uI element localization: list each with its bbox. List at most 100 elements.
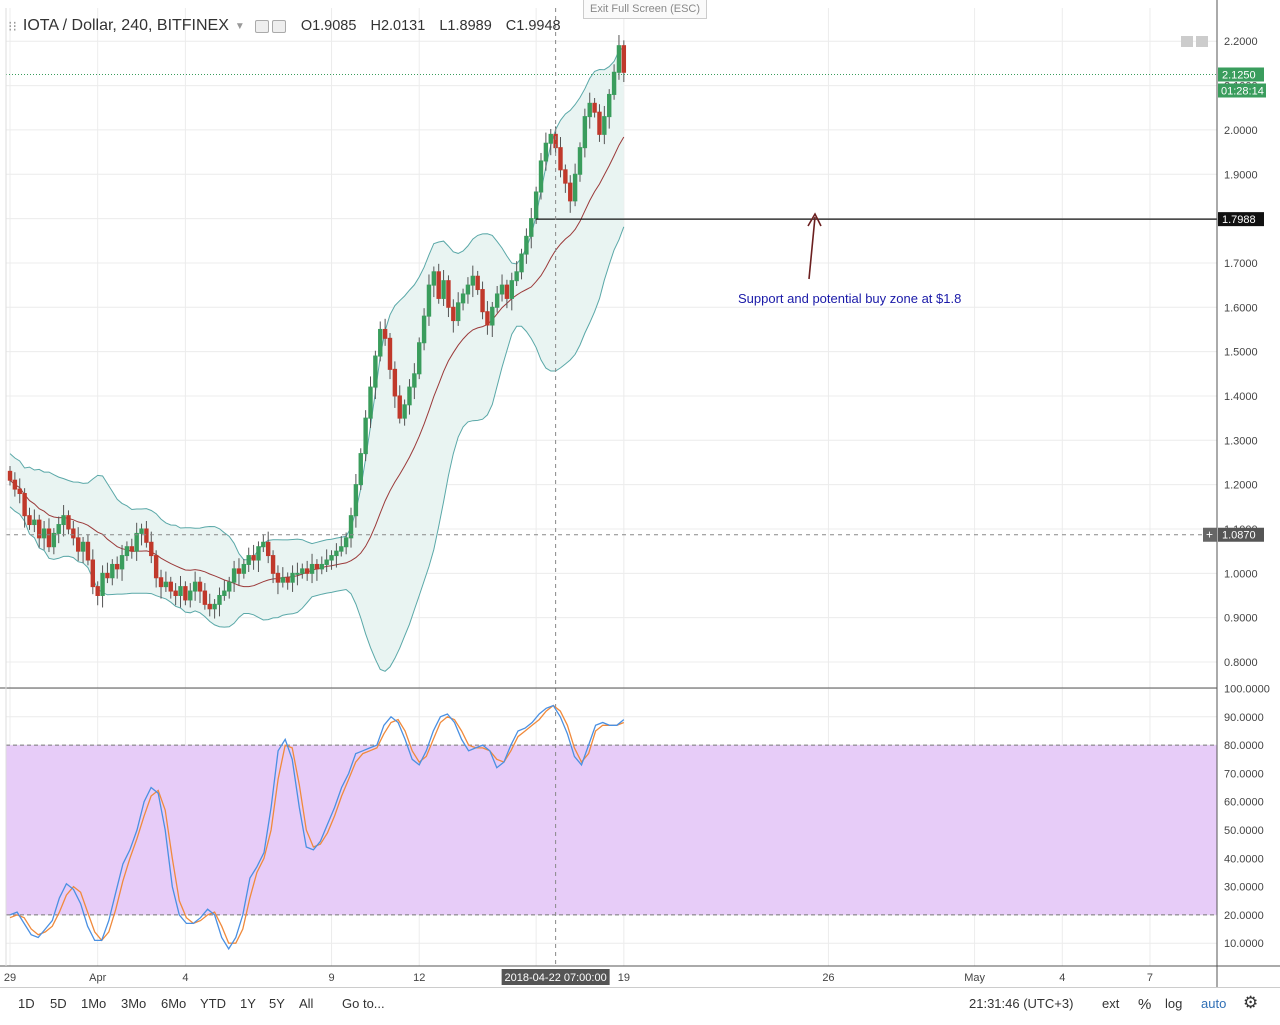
stoch-tick-label: 100.0000 bbox=[1224, 684, 1270, 696]
candle-body bbox=[192, 581, 198, 592]
clock-readout[interactable]: 21:31:46 (UTC+3) bbox=[969, 996, 1074, 1011]
candle-body bbox=[587, 102, 592, 118]
percent-toggle[interactable]: % bbox=[1138, 996, 1152, 1013]
annotation-arrow-shaft bbox=[808, 216, 816, 280]
candle-body bbox=[265, 541, 271, 557]
candle-body bbox=[290, 572, 295, 583]
price-tick-label: 1.2000 bbox=[1224, 480, 1258, 492]
symbol-title[interactable]: IOTA / Dollar, 240, BITFINEX bbox=[22, 17, 229, 34]
range-1d-button[interactable]: 1D bbox=[18, 996, 35, 1011]
time-tick-label: 4 bbox=[1059, 972, 1065, 984]
stoch-tick-label: 50.0000 bbox=[1224, 825, 1264, 837]
candle-body bbox=[217, 594, 222, 605]
download-icon-2[interactable] bbox=[1196, 36, 1208, 47]
candle-body bbox=[178, 586, 183, 596]
candle-body bbox=[256, 546, 261, 561]
candle-body bbox=[319, 563, 324, 570]
stoch-tick-label: 20.0000 bbox=[1224, 910, 1264, 922]
candle-body bbox=[110, 563, 115, 579]
crosshair-plus-marker[interactable]: + bbox=[1206, 528, 1213, 542]
candle-body bbox=[139, 528, 144, 534]
crosshair-time-badge bbox=[501, 969, 610, 985]
last-price-label: 2.1250 bbox=[1222, 69, 1256, 81]
candle-body bbox=[100, 572, 105, 596]
candle-body bbox=[485, 311, 490, 326]
candle-body bbox=[494, 293, 500, 308]
candle-body bbox=[441, 280, 446, 299]
visibility-icon[interactable] bbox=[254, 19, 269, 33]
range-6mo-button[interactable]: 6Mo bbox=[161, 996, 187, 1011]
candle-body bbox=[309, 563, 315, 574]
crosshair-time-label: 2018-04-22 07:00:00 bbox=[505, 972, 607, 984]
candle-body bbox=[373, 355, 378, 388]
candle-body bbox=[173, 590, 178, 596]
candle-body bbox=[475, 275, 480, 291]
candle-body bbox=[119, 555, 125, 570]
candle-body bbox=[343, 537, 349, 548]
price-tick-label: 2.2000 bbox=[1224, 36, 1258, 48]
ext-toggle[interactable]: ext bbox=[1102, 996, 1120, 1011]
time-tick-label: 7 bbox=[1147, 972, 1153, 984]
auto-toggle[interactable]: auto bbox=[1201, 996, 1227, 1011]
candle-body bbox=[129, 546, 134, 552]
candle-body bbox=[577, 147, 583, 175]
time-tick-label: 12 bbox=[413, 972, 425, 984]
candle-body bbox=[417, 342, 422, 375]
stoch-tick-label: 70.0000 bbox=[1224, 768, 1264, 780]
candle-body bbox=[597, 111, 602, 135]
annotation-text: Support and potential buy zone at $1.8 bbox=[738, 291, 961, 306]
chevron-down-icon[interactable]: ▼ bbox=[234, 20, 245, 32]
candle-body bbox=[261, 541, 266, 548]
candle-body bbox=[455, 302, 461, 322]
annotation-arrow-head bbox=[807, 212, 822, 227]
download-icon[interactable] bbox=[1181, 36, 1193, 47]
candle-body bbox=[499, 284, 505, 295]
candle-body bbox=[183, 586, 188, 601]
price-tick-label: 0.9000 bbox=[1224, 613, 1258, 625]
candle-body bbox=[56, 524, 61, 534]
candle-body bbox=[41, 528, 47, 539]
candle-body bbox=[519, 253, 524, 273]
candle-body bbox=[212, 603, 217, 610]
candle-body bbox=[548, 133, 553, 144]
range-1mo-button[interactable]: 1Mo bbox=[81, 996, 107, 1011]
candle-body bbox=[407, 386, 412, 406]
candle-body bbox=[324, 559, 329, 565]
candle-body bbox=[387, 337, 393, 370]
stoch-tick-label: 60.0000 bbox=[1224, 797, 1264, 809]
candle-body bbox=[80, 541, 86, 552]
candle-body bbox=[207, 603, 212, 610]
gear-icon[interactable]: ⚙ bbox=[1243, 993, 1259, 1012]
goto-button[interactable]: Go to... bbox=[342, 996, 385, 1011]
candle-body bbox=[7, 470, 13, 481]
range-3mo-button[interactable]: 3Mo bbox=[121, 996, 147, 1011]
range-1y-button[interactable]: 1Y bbox=[240, 996, 256, 1011]
candle-body bbox=[451, 306, 456, 322]
range-5y-button[interactable]: 5Y bbox=[269, 996, 285, 1011]
range-ytd-button[interactable]: YTD bbox=[200, 996, 226, 1011]
range-5d-button[interactable]: 5D bbox=[50, 996, 67, 1011]
log-toggle[interactable]: log bbox=[1165, 996, 1183, 1011]
range-all-button[interactable]: All bbox=[299, 996, 314, 1011]
candle-body bbox=[163, 581, 169, 588]
countdown-label: 01:28:14 bbox=[1221, 85, 1264, 97]
bollinger-band-fill bbox=[10, 47, 624, 672]
scale-buttons bbox=[1181, 34, 1213, 47]
candle-body bbox=[392, 368, 398, 397]
candle-body bbox=[66, 515, 71, 530]
candle-body bbox=[348, 515, 354, 539]
exit-fullscreen-tooltip[interactable]: Exit Full Screen (ESC) bbox=[583, 0, 707, 19]
price-tick-label: 1.5000 bbox=[1224, 347, 1258, 359]
candle-body bbox=[314, 563, 320, 570]
candle-body bbox=[329, 555, 334, 561]
candle-body bbox=[436, 271, 441, 299]
crosshair-plus-badge[interactable] bbox=[1203, 527, 1217, 542]
candle-body bbox=[402, 404, 407, 419]
settings-small-icon[interactable] bbox=[271, 19, 286, 33]
stoch-k-line bbox=[9, 704, 625, 951]
candle-body bbox=[592, 102, 597, 113]
chart-settings-icon[interactable]: ⁝⁝ bbox=[8, 17, 17, 34]
candle-body bbox=[124, 546, 130, 557]
